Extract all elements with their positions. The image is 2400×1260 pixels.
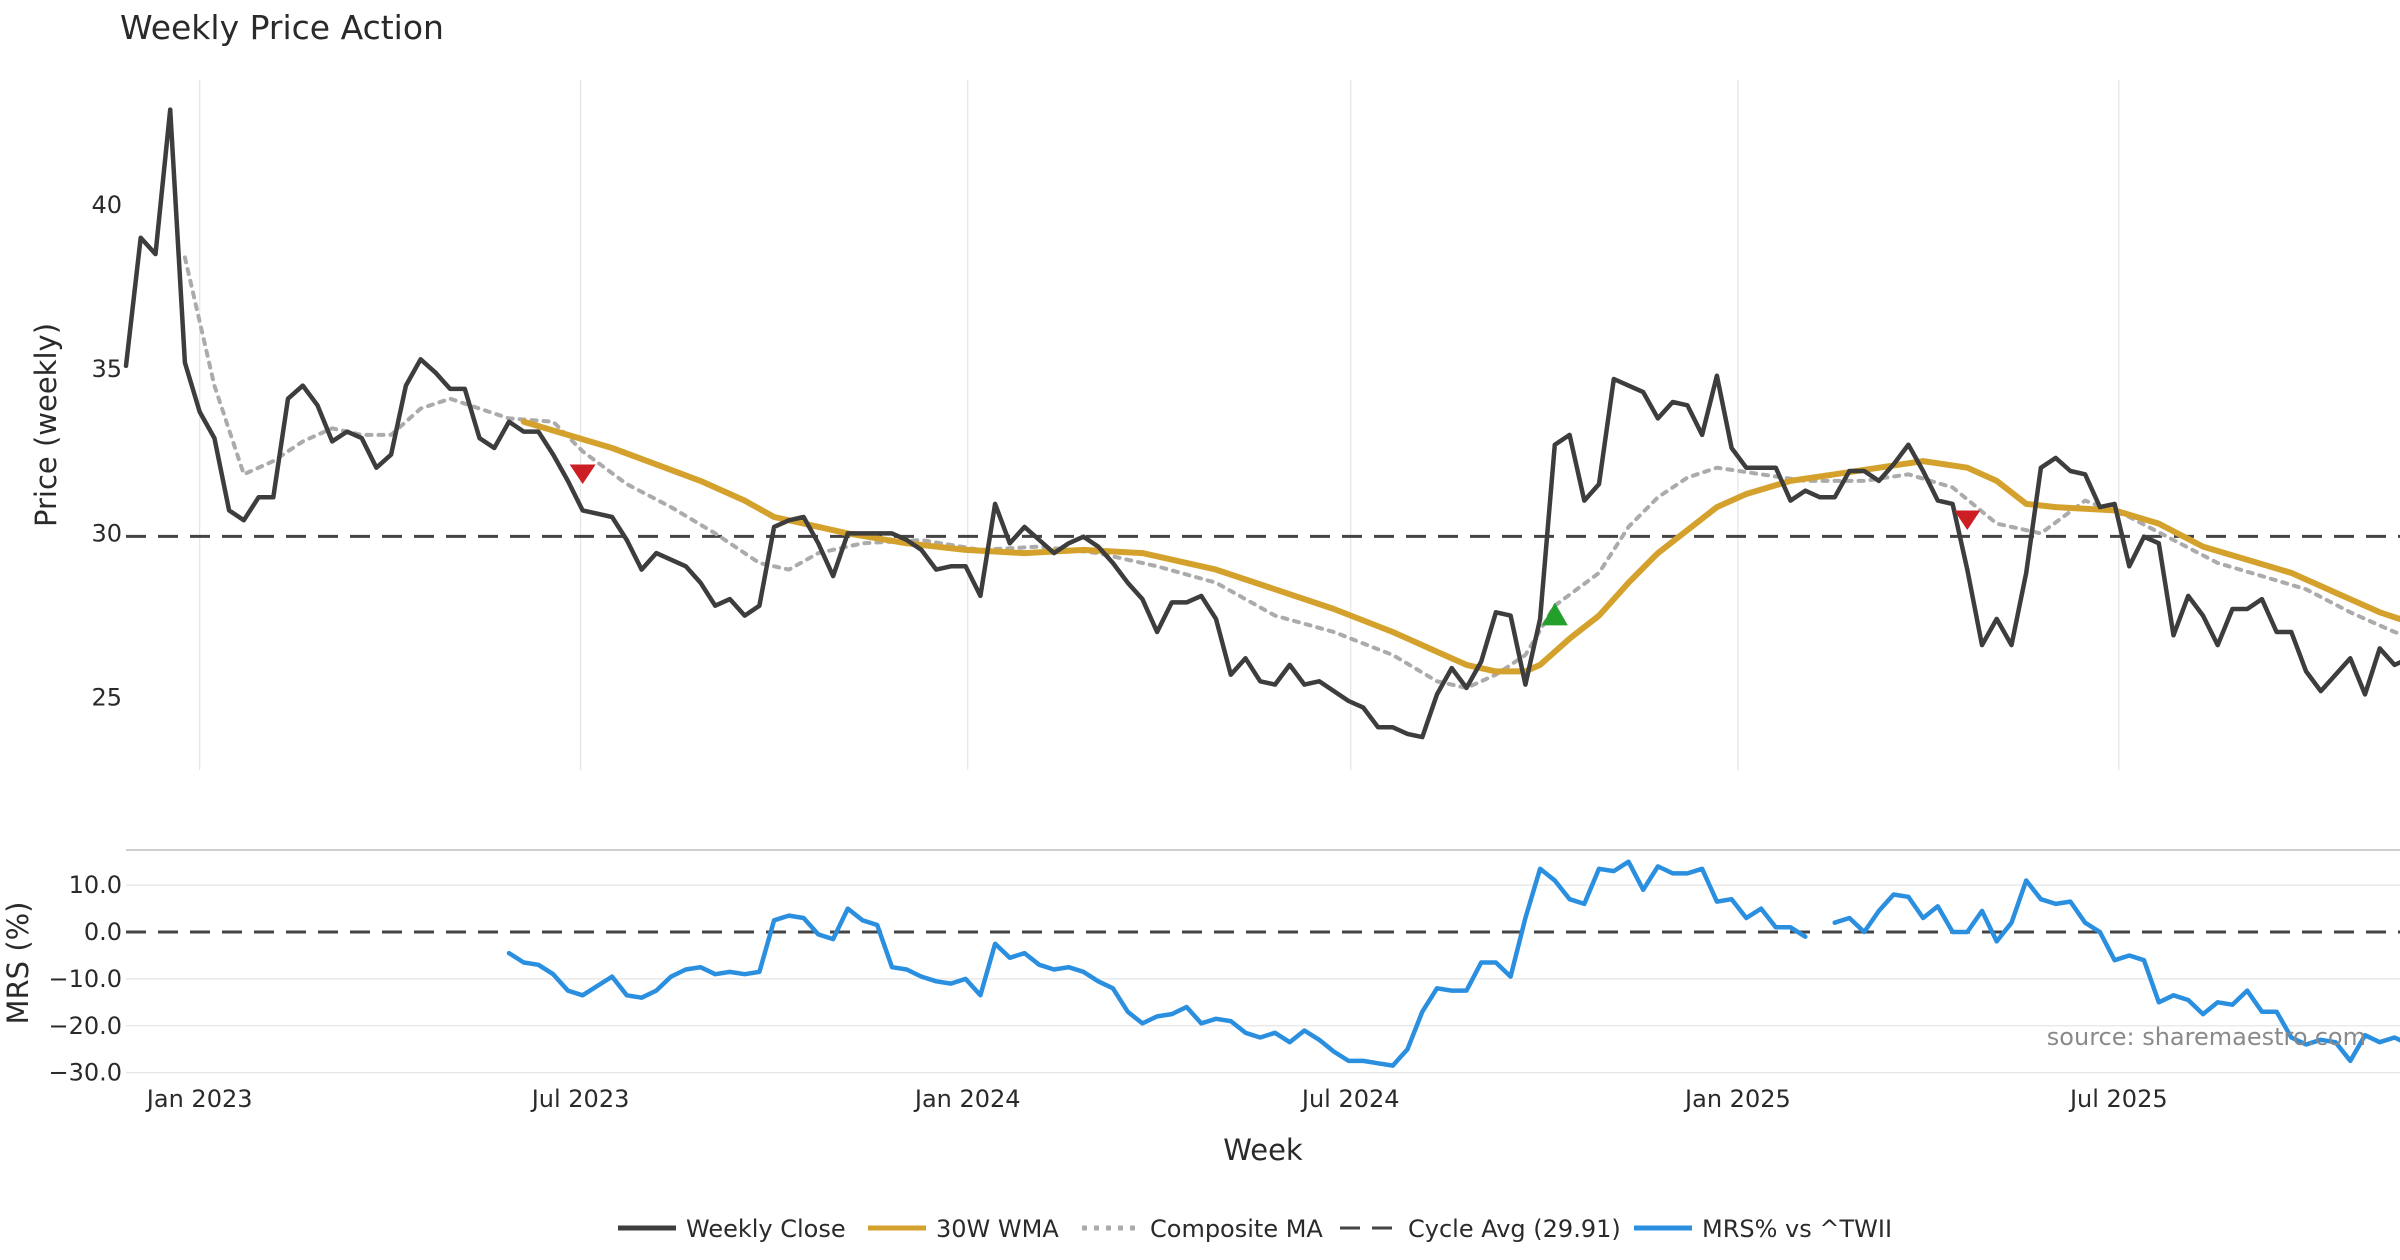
price-y-tick-label: 35 bbox=[91, 355, 122, 383]
mrs-line bbox=[506, 859, 1808, 1068]
price-y-tick-label: 25 bbox=[91, 684, 122, 712]
composite-ma-line bbox=[182, 255, 2400, 690]
mrs-y-tick-label: 10.0 bbox=[69, 871, 122, 899]
legend-label: Composite MA bbox=[1150, 1215, 1323, 1243]
legend-label: 30W WMA bbox=[936, 1215, 1059, 1243]
sell-signal-marker bbox=[569, 464, 596, 485]
legend-label: MRS% vs ^TWII bbox=[1702, 1215, 1892, 1243]
price-y-tick-label: 30 bbox=[91, 519, 122, 547]
buy-signal-marker bbox=[1541, 602, 1568, 626]
mrs-y-tick-label: −10.0 bbox=[48, 965, 122, 993]
sell-signal-marker bbox=[1954, 510, 1981, 531]
weekly-close-line bbox=[123, 107, 2400, 740]
mrs-y-tick-label: −20.0 bbox=[48, 1012, 122, 1040]
mrs-y-tick-label: −30.0 bbox=[48, 1059, 122, 1087]
x-tick-label: Jul 2023 bbox=[530, 1085, 630, 1113]
x-tick-label: Jan 2024 bbox=[913, 1085, 1021, 1113]
mrs-line bbox=[1832, 878, 2400, 1064]
y-axis-label-price: Price (weekly) bbox=[29, 323, 63, 527]
y-axis-label-mrs: MRS (%) bbox=[1, 902, 35, 1025]
x-tick-label: Jan 2023 bbox=[145, 1085, 253, 1113]
x-tick-label: Jul 2025 bbox=[2068, 1085, 2168, 1113]
legend-label: Weekly Close bbox=[686, 1215, 846, 1243]
x-tick-label: Jul 2024 bbox=[1300, 1085, 1400, 1113]
x-axis-label: Week bbox=[1223, 1133, 1303, 1167]
price-panel: 25 30 35 40 bbox=[91, 107, 2400, 740]
chart-title: Weekly Price Action bbox=[120, 8, 444, 47]
mrs-panel: −30.0 −20.0 −10.0 0.0 10.0 bbox=[48, 849, 2400, 1087]
legend: Weekly Close 30W WMA Composite MA Cycle Avg… bbox=[618, 1215, 1892, 1243]
legend-label: Cycle Avg (29.91) bbox=[1408, 1215, 1621, 1243]
mrs-y-tick-label: 0.0 bbox=[84, 918, 122, 946]
source-note: source: sharemaestro.com bbox=[2047, 1023, 2366, 1051]
x-tick-label: Jan 2025 bbox=[1683, 1085, 1791, 1113]
price-y-tick-label: 40 bbox=[91, 191, 122, 219]
wma-30w-line bbox=[520, 418, 2400, 675]
grid-layer: Jan 2023 Jul 2023 Jan 2024 Jul 2024 Jan 2025… bbox=[145, 80, 2168, 1113]
